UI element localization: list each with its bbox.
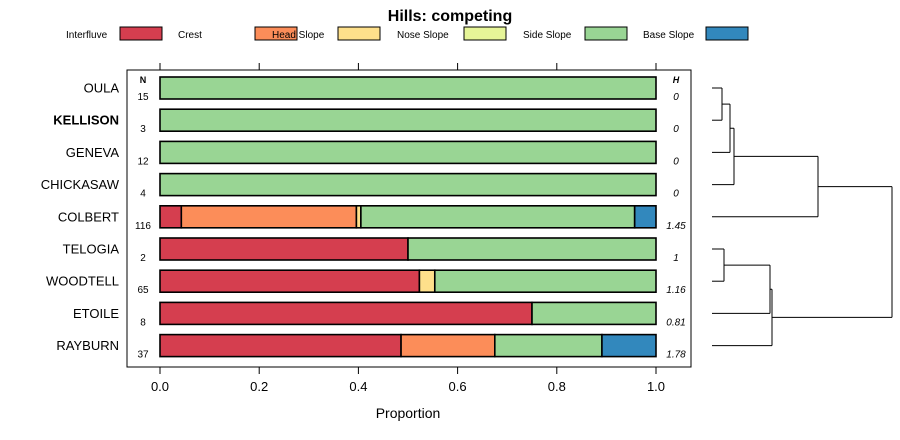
bar-segment-crest bbox=[180, 205, 358, 229]
dendrogram bbox=[712, 87, 893, 347]
legend-label-head-slope: Head Slope bbox=[272, 30, 325, 41]
bar-segment-side-slope bbox=[159, 140, 657, 165]
x-tick-label: 1.0 bbox=[647, 379, 665, 394]
bar-segment-interfluve bbox=[159, 333, 402, 358]
legend-swatch-base-slope bbox=[705, 26, 749, 41]
n-value: 15 bbox=[137, 92, 149, 103]
category-label: TELOGIA bbox=[63, 242, 120, 257]
n-column-header: N bbox=[140, 75, 147, 85]
bar-segment-side-slope bbox=[159, 172, 657, 197]
row-chickasaw: CHICKASAW 4 0 bbox=[41, 172, 679, 200]
n-value: 3 bbox=[140, 124, 146, 135]
bar-segment-crest bbox=[400, 333, 496, 358]
legend-label-nose-slope: Nose Slope bbox=[397, 30, 449, 41]
h-value: 0 bbox=[673, 92, 679, 103]
bar-segment-interfluve bbox=[159, 205, 183, 229]
x-axis: 0.0 0.2 0.4 0.6 0.8 1.0 bbox=[151, 63, 665, 394]
legend: Interfluve Crest Head Slope Nose Slope Side … bbox=[66, 26, 749, 41]
legend-swatch-crest bbox=[254, 26, 298, 41]
legend-swatch-interfluve bbox=[119, 26, 163, 41]
x-tick-label: 0.6 bbox=[449, 379, 467, 394]
bar-segment-side-slope bbox=[159, 108, 657, 132]
n-value: 4 bbox=[140, 189, 146, 200]
legend-swatch-head-slope bbox=[337, 26, 381, 41]
bar-segment-side-slope bbox=[159, 76, 657, 100]
h-value: 0 bbox=[673, 124, 679, 135]
x-tick-label: 0.8 bbox=[548, 379, 566, 394]
bar-segment-side-slope bbox=[407, 237, 657, 261]
n-value: 2 bbox=[140, 253, 146, 264]
category-label: CHICKASAW bbox=[41, 177, 120, 192]
bar-segment-base-slope bbox=[601, 333, 657, 358]
plot-frame bbox=[126, 69, 692, 368]
h-value: 0.81 bbox=[666, 317, 685, 328]
legend-label-crest: Crest bbox=[178, 30, 202, 41]
bar-segment-interfluve bbox=[159, 237, 409, 261]
chart-title: Hills: competing bbox=[388, 8, 512, 25]
bar-segment-side-slope bbox=[433, 269, 657, 294]
category-label: GENEVA bbox=[66, 145, 120, 160]
category-label: RAYBURN bbox=[56, 338, 119, 353]
n-value: 65 bbox=[137, 285, 149, 296]
category-label: WOODTELL bbox=[46, 274, 119, 289]
legend-label-side-slope: Side Slope bbox=[523, 30, 572, 41]
row-etoile: ETOILE 8 0.81 bbox=[73, 301, 686, 328]
bar-segment-interfluve bbox=[159, 269, 421, 294]
row-woodtell: WOODTELL 65 1.16 bbox=[46, 269, 686, 296]
category-label: COLBERT bbox=[58, 209, 119, 224]
bar-segment-base-slope bbox=[633, 205, 657, 229]
h-value: 1.45 bbox=[666, 221, 686, 232]
n-value: 116 bbox=[135, 221, 151, 232]
category-label: KELLISON bbox=[53, 113, 119, 128]
row-telogia: TELOGIA 2 1 bbox=[63, 237, 679, 264]
row-oula: OULA 15 0 bbox=[84, 76, 679, 103]
bar-segment-head-slope bbox=[418, 269, 436, 294]
n-value: 37 bbox=[137, 350, 149, 361]
legend-label-base-slope: Base Slope bbox=[643, 30, 695, 41]
h-value: 0 bbox=[673, 189, 679, 200]
h-value: 1.16 bbox=[666, 285, 686, 296]
x-tick-label: 0.0 bbox=[151, 379, 169, 394]
bar-segment-side-slope bbox=[531, 301, 657, 326]
n-value: 8 bbox=[140, 317, 146, 328]
bar-segment-side-slope bbox=[360, 205, 636, 229]
bar-segment-side-slope bbox=[493, 333, 603, 358]
legend-swatch-side-slope bbox=[584, 26, 628, 41]
category-label: OULA bbox=[84, 81, 120, 96]
row-kellison: KELLISON 3 0 bbox=[53, 108, 679, 135]
x-tick-label: 0.2 bbox=[250, 379, 268, 394]
row-geneva: GENEVA 12 0 bbox=[66, 140, 679, 167]
category-label: ETOILE bbox=[73, 306, 119, 321]
n-value: 12 bbox=[137, 156, 149, 167]
x-axis-title: Proportion bbox=[376, 405, 441, 421]
h-column-header: H bbox=[673, 75, 680, 85]
legend-label-interfluve: Interfluve bbox=[66, 30, 108, 41]
row-rayburn: RAYBURN 37 1.78 bbox=[56, 333, 686, 361]
h-value: 0 bbox=[673, 156, 679, 167]
x-tick-label: 0.4 bbox=[349, 379, 367, 394]
bar-segment-interfluve bbox=[159, 301, 533, 326]
row-colbert: COLBERT 116 1.45 bbox=[58, 205, 686, 232]
h-value: 1.78 bbox=[666, 350, 686, 361]
h-value: 1 bbox=[673, 253, 679, 264]
legend-swatch-nose-slope bbox=[463, 26, 507, 41]
